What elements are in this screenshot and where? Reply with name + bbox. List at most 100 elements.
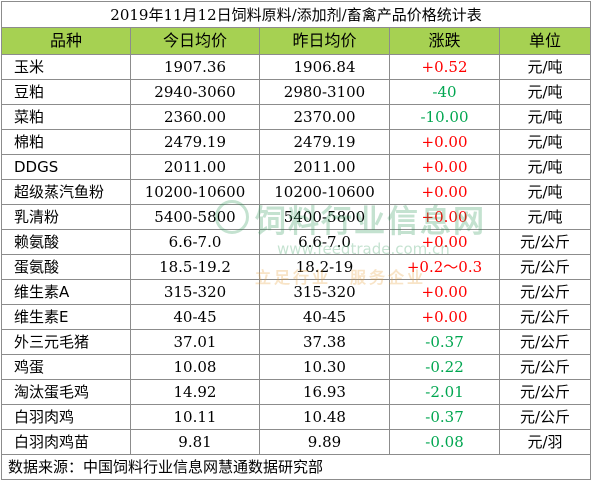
- cell-change: -0.22: [389, 354, 500, 380]
- cell-unit: 元/羽: [498, 429, 592, 455]
- cell-unit: 元/公斤: [498, 329, 592, 355]
- table-row: 白羽肉鸡 10.11 10.48 -0.37 元/公斤: [1, 404, 592, 430]
- cell-today: 10.08: [130, 354, 260, 380]
- cell-change: -0.37: [389, 404, 500, 430]
- cell-today: 1907.36: [130, 54, 260, 80]
- cell-change: +0.00: [389, 129, 500, 155]
- cell-yesterday: 18.2-19: [259, 254, 390, 280]
- cell-change: -40: [389, 79, 500, 105]
- cell-name: 维生素E: [1, 304, 131, 330]
- cell-change: +0.00: [389, 304, 500, 330]
- cell-name: 棉粕: [1, 129, 131, 155]
- cell-today: 10200-10600: [130, 179, 260, 205]
- table-row: 超级蒸汽鱼粉 10200-10600 10200-10600 +0.00 元/吨: [1, 179, 592, 205]
- cell-name: 淘汰蛋毛鸡: [1, 379, 131, 405]
- cell-change: +0.00: [389, 179, 500, 205]
- table-row: 乳清粉 5400-5800 5400-5800 +0.00 元/吨: [1, 204, 592, 230]
- cell-unit: 元/吨: [498, 204, 592, 230]
- cell-yesterday: 2980-3100: [259, 79, 390, 105]
- cell-name: 赖氨酸: [1, 229, 131, 255]
- cell-today: 37.01: [130, 329, 260, 355]
- cell-today: 5400-5800: [130, 204, 260, 230]
- cell-yesterday: 10.30: [259, 354, 390, 380]
- cell-today: 315-320: [130, 279, 260, 305]
- header-row: 品种 今日均价 昨日均价 涨跌 单位: [1, 27, 592, 55]
- cell-name: 乳清粉: [1, 204, 131, 230]
- cell-name: 玉米: [1, 54, 131, 80]
- cell-unit: 元/吨: [498, 179, 592, 205]
- table-row: 赖氨酸 6.6-7.0 6.6-7.0 +0.00 元/公斤: [1, 229, 592, 255]
- cell-yesterday: 10.48: [259, 404, 390, 430]
- header-yesterday: 昨日均价: [259, 27, 390, 55]
- header-name: 品种: [1, 27, 131, 55]
- cell-yesterday: 1906.84: [259, 54, 390, 80]
- cell-yesterday: 2370.00: [259, 104, 390, 130]
- cell-name: 豆粕: [1, 79, 131, 105]
- cell-name: 菜粕: [1, 104, 131, 130]
- cell-name: 维生素A: [1, 279, 131, 305]
- cell-yesterday: 6.6-7.0: [259, 229, 390, 255]
- table-row: 维生素A 315-320 315-320 +0.00 元/公斤: [1, 279, 592, 305]
- cell-unit: 元/公斤: [498, 254, 592, 280]
- cell-unit: 元/吨: [498, 104, 592, 130]
- table-row: 淘汰蛋毛鸡 14.92 16.93 -2.01 元/公斤: [1, 379, 592, 405]
- cell-today: 18.5-19.2: [130, 254, 260, 280]
- cell-yesterday: 2011.00: [259, 154, 390, 180]
- cell-change: +0.00: [389, 154, 500, 180]
- cell-name: 鸡蛋: [1, 354, 131, 380]
- table-row: 菜粕 2360.00 2370.00 -10.00 元/吨: [1, 104, 592, 130]
- cell-change: -0.08: [389, 429, 500, 455]
- cell-change: +0.00: [389, 229, 500, 255]
- cell-change: -2.01: [389, 379, 500, 405]
- table-row: 白羽肉鸡苗 9.81 9.89 -0.08 元/羽: [1, 429, 592, 455]
- cell-unit: 元/公斤: [498, 379, 592, 405]
- cell-change: +0.52: [389, 54, 500, 80]
- title-row: 2019年11月12日饲料原料/添加剂/畜禽产品价格统计表: [0, 1, 592, 28]
- cell-name: 白羽肉鸡: [1, 404, 131, 430]
- cell-today: 2940-3060: [130, 79, 260, 105]
- cell-today: 40-45: [130, 304, 260, 330]
- data-source: 数据来源：中国饲料行业信息网慧通数据研究部: [0, 454, 592, 480]
- cell-yesterday: 315-320: [259, 279, 390, 305]
- cell-yesterday: 40-45: [259, 304, 390, 330]
- cell-name: 蛋氨酸: [1, 254, 131, 280]
- cell-today: 10.11: [130, 404, 260, 430]
- table-row: 豆粕 2940-3060 2980-3100 -40 元/吨: [1, 79, 592, 105]
- cell-yesterday: 16.93: [259, 379, 390, 405]
- cell-unit: 元/吨: [498, 154, 592, 180]
- cell-name: DDGS: [1, 154, 131, 180]
- cell-name: 超级蒸汽鱼粉: [1, 179, 131, 205]
- cell-today: 9.81: [130, 429, 260, 455]
- cell-yesterday: 5400-5800: [259, 204, 390, 230]
- table-row: 鸡蛋 10.08 10.30 -0.22 元/公斤: [1, 354, 592, 380]
- table-row: 玉米 1907.36 1906.84 +0.52 元/吨: [1, 54, 592, 80]
- cell-yesterday: 2479.19: [259, 129, 390, 155]
- table-row: 棉粕 2479.19 2479.19 +0.00 元/吨: [1, 129, 592, 155]
- cell-unit: 元/吨: [498, 79, 592, 105]
- header-change: 涨跌: [389, 27, 500, 55]
- table-title: 2019年11月12日饲料原料/添加剂/畜禽产品价格统计表: [0, 1, 592, 28]
- table-row: 外三元毛猪 37.01 37.38 -0.37 元/公斤: [1, 329, 592, 355]
- cell-name: 外三元毛猪: [1, 329, 131, 355]
- cell-change: +0.2～0.3: [389, 254, 500, 280]
- table-row: 维生素E 40-45 40-45 +0.00 元/公斤: [1, 304, 592, 330]
- cell-unit: 元/吨: [498, 129, 592, 155]
- cell-name: 白羽肉鸡苗: [1, 429, 131, 455]
- cell-unit: 元/公斤: [498, 354, 592, 380]
- cell-today: 6.6-7.0: [130, 229, 260, 255]
- header-today: 今日均价: [130, 27, 260, 55]
- table-row: DDGS 2011.00 2011.00 +0.00 元/吨: [1, 154, 592, 180]
- cell-yesterday: 10200-10600: [259, 179, 390, 205]
- cell-unit: 元/公斤: [498, 404, 592, 430]
- cell-today: 2479.19: [130, 129, 260, 155]
- cell-unit: 元/公斤: [498, 279, 592, 305]
- cell-unit: 元/公斤: [498, 229, 592, 255]
- cell-today: 2011.00: [130, 154, 260, 180]
- cell-unit: 元/吨: [498, 54, 592, 80]
- cell-change: +0.00: [389, 204, 500, 230]
- cell-today: 2360.00: [130, 104, 260, 130]
- header-unit: 单位: [498, 27, 592, 55]
- cell-unit: 元/公斤: [498, 304, 592, 330]
- cell-change: +0.00: [389, 279, 500, 305]
